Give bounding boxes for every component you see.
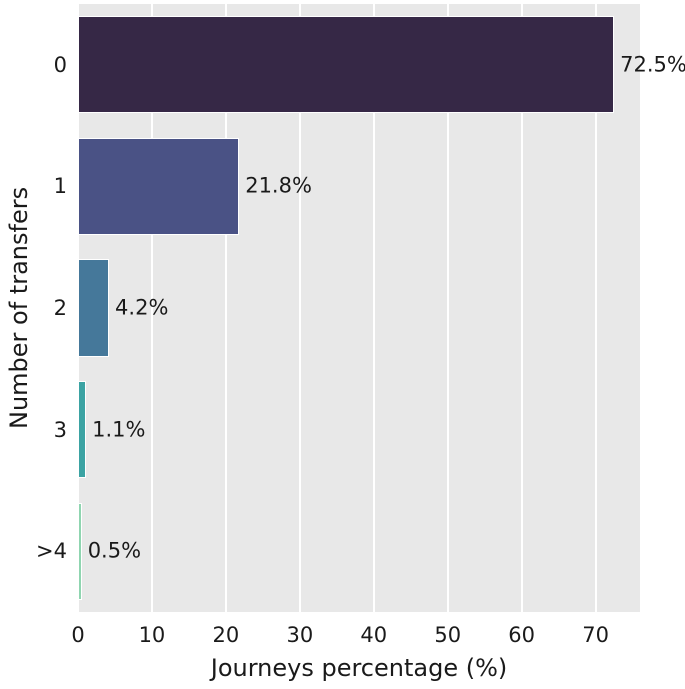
x-tick-label: 60 bbox=[508, 623, 536, 647]
x-axis-title: Journeys percentage (%) bbox=[210, 654, 508, 682]
bar-transfers-3 bbox=[78, 380, 87, 479]
gridline bbox=[372, 4, 375, 612]
x-tick-label: 70 bbox=[582, 623, 609, 647]
y-axis-category-labels: 0 1 2 3 >4 bbox=[0, 4, 67, 612]
x-tick-label: 20 bbox=[212, 623, 240, 647]
bar-transfers-0 bbox=[78, 16, 615, 114]
y-tick-label: 1 bbox=[53, 174, 67, 199]
bar-transfers-1 bbox=[78, 137, 240, 236]
gridline bbox=[298, 4, 301, 612]
x-tick-label: 10 bbox=[138, 623, 166, 647]
bar-value-label: 21.8% bbox=[245, 173, 312, 198]
gridline bbox=[594, 4, 597, 612]
bar-value-label: 0.5% bbox=[87, 538, 142, 563]
y-tick-label: 2 bbox=[53, 295, 67, 320]
gridline bbox=[446, 4, 449, 612]
x-tick-label: 50 bbox=[434, 623, 462, 647]
gridline bbox=[224, 4, 227, 612]
y-tick-label: 0 bbox=[53, 52, 67, 77]
y-tick-label: >4 bbox=[36, 539, 67, 564]
bar-transfers-gt4 bbox=[78, 502, 82, 600]
gridline bbox=[150, 4, 153, 612]
bar-value-label: 1.1% bbox=[92, 417, 146, 442]
y-tick-label: 3 bbox=[53, 417, 67, 442]
gridline bbox=[520, 4, 523, 612]
bar-value-label: 72.5% bbox=[620, 52, 685, 77]
x-tick-label: 30 bbox=[286, 623, 314, 647]
plot-area: 72.5% 21.8% 4.2% 1.1% 0.5% bbox=[77, 4, 685, 612]
x-axis-tick-labels: 0 10 20 30 40 50 60 70 bbox=[0, 622, 685, 648]
x-tick-label: 0 bbox=[71, 623, 85, 647]
x-tick-label: 40 bbox=[360, 623, 388, 647]
bar-value-label: 4.2% bbox=[115, 295, 169, 320]
bar-transfers-2 bbox=[78, 259, 110, 357]
